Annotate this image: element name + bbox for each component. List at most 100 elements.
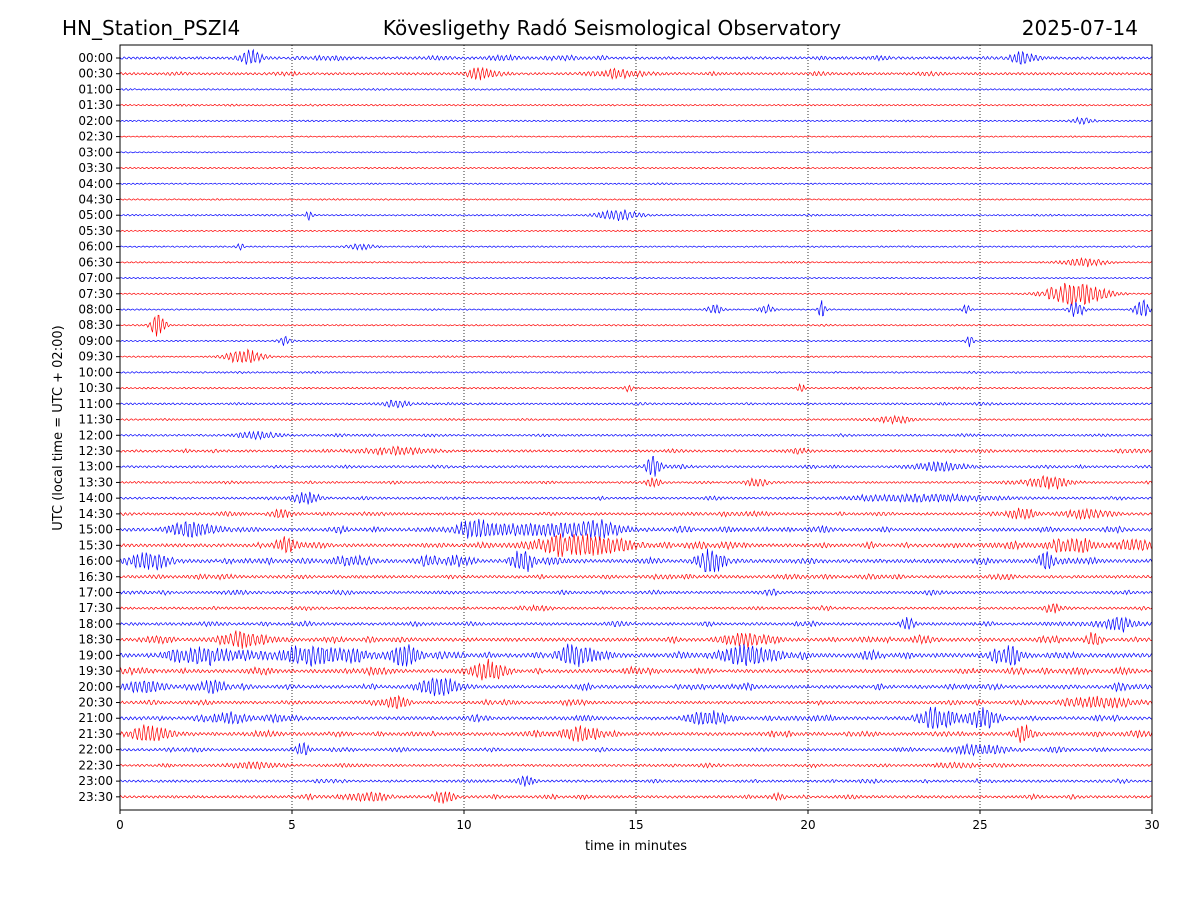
trace-1830 bbox=[119, 630, 1153, 649]
trace-2030 bbox=[119, 694, 1153, 710]
trace-0300 bbox=[119, 151, 1153, 154]
y-tick-label: 06:00 bbox=[78, 240, 113, 254]
trace-2000 bbox=[119, 677, 1153, 697]
y-tick-label: 03:30 bbox=[78, 161, 113, 175]
trace-1630 bbox=[119, 573, 1153, 581]
y-tick-label: 23:30 bbox=[78, 790, 113, 804]
x-axis-label: time in minutes bbox=[585, 839, 687, 854]
trace-0830 bbox=[119, 314, 1153, 337]
y-tick-label: 09:00 bbox=[78, 334, 113, 348]
trace-0000 bbox=[119, 48, 1153, 65]
trace-0430 bbox=[119, 198, 1153, 201]
y-tick-label: 01:00 bbox=[78, 82, 113, 96]
y-tick-label: 00:30 bbox=[78, 67, 113, 81]
y-tick-label: 04:30 bbox=[78, 192, 113, 206]
y-tick-label: 12:30 bbox=[78, 444, 113, 458]
x-tick-label: 5 bbox=[288, 818, 296, 832]
y-tick-label: 15:30 bbox=[78, 538, 113, 552]
y-tick-label: 07:00 bbox=[78, 271, 113, 285]
trace-0100 bbox=[119, 87, 1153, 91]
trace-2230 bbox=[119, 761, 1153, 770]
y-tick-label: 21:00 bbox=[78, 711, 113, 725]
y-tick-label: 12:00 bbox=[78, 428, 113, 442]
y-axis-label: UTC (local time = UTC + 02:00) bbox=[51, 325, 66, 530]
trace-1400 bbox=[119, 491, 1153, 505]
trace-1000 bbox=[119, 370, 1153, 375]
plot-frame bbox=[119, 44, 1153, 811]
trace-0400 bbox=[119, 182, 1153, 186]
trace-1300 bbox=[119, 456, 1152, 477]
y-tick-label: 02:30 bbox=[78, 130, 113, 144]
y-tick-label: 07:30 bbox=[78, 287, 113, 301]
trace-0730 bbox=[119, 282, 1153, 307]
trace-2100 bbox=[119, 706, 1153, 729]
date-label: 2025-07-14 bbox=[1022, 16, 1138, 40]
y-tick-label: 11:30 bbox=[78, 413, 113, 427]
y-tick-label: 11:00 bbox=[78, 397, 113, 411]
trace-1500 bbox=[119, 518, 1153, 541]
y-tick-label: 16:30 bbox=[78, 570, 113, 584]
trace-2330 bbox=[119, 790, 1153, 804]
y-tick-label: 10:30 bbox=[78, 381, 113, 395]
trace-1800 bbox=[119, 616, 1153, 633]
trace-1530 bbox=[119, 533, 1153, 557]
y-tick-label: 21:30 bbox=[78, 727, 113, 741]
y-tick-label: 10:00 bbox=[78, 365, 113, 379]
y-tick-label: 17:30 bbox=[78, 601, 113, 615]
trace-0930 bbox=[120, 348, 1153, 364]
y-tick-label: 20:00 bbox=[78, 680, 113, 694]
y-tick-label: 08:00 bbox=[78, 303, 113, 317]
y-tick-label: 08:30 bbox=[78, 318, 113, 332]
trace-0330 bbox=[119, 166, 1153, 170]
y-tick-label: 06:30 bbox=[78, 255, 113, 269]
y-tick-label: 20:30 bbox=[78, 696, 113, 710]
trace-1430 bbox=[119, 507, 1153, 521]
seismic-traces bbox=[119, 48, 1153, 804]
y-tick-label: 19:00 bbox=[78, 648, 113, 662]
trace-1200 bbox=[119, 430, 1153, 441]
y-tick-label: 00:00 bbox=[78, 51, 113, 65]
trace-0800 bbox=[119, 299, 1153, 317]
y-tick-label: 03:00 bbox=[78, 145, 113, 159]
y-tick-label: 13:00 bbox=[78, 460, 113, 474]
trace-1130 bbox=[119, 414, 1153, 425]
x-tick-label: 10 bbox=[456, 818, 471, 832]
trace-0630 bbox=[119, 256, 1153, 268]
trace-1230 bbox=[119, 445, 1153, 457]
y-tick-label: 18:00 bbox=[78, 617, 113, 631]
y-tick-label: 04:00 bbox=[78, 177, 113, 191]
trace-0200 bbox=[119, 116, 1153, 125]
y-tick-label: 18:30 bbox=[78, 633, 113, 647]
trace-0530 bbox=[119, 229, 1153, 233]
trace-0600 bbox=[119, 243, 1153, 251]
y-tick-label: 14:00 bbox=[78, 491, 113, 505]
y-tick-label: 22:00 bbox=[78, 743, 113, 757]
trace-1600 bbox=[119, 548, 1153, 573]
y-tick-label: 13:30 bbox=[78, 475, 113, 489]
trace-1730 bbox=[119, 603, 1153, 614]
x-tick-label: 20 bbox=[800, 818, 815, 832]
vertical-gridlines bbox=[291, 45, 981, 810]
station-label: HN_Station_PSZI4 bbox=[62, 16, 240, 40]
trace-0700 bbox=[119, 276, 1153, 280]
y-tick-label: 15:00 bbox=[78, 523, 113, 537]
y-tick-label: 09:30 bbox=[78, 350, 113, 364]
trace-1700 bbox=[119, 588, 1153, 597]
trace-1900 bbox=[119, 643, 1153, 668]
chart-title: Kövesligethy Radó Seismological Observat… bbox=[383, 16, 841, 40]
trace-1930 bbox=[119, 658, 1153, 681]
trace-0500 bbox=[119, 209, 1153, 222]
y-tick-label: 05:30 bbox=[78, 224, 113, 238]
trace-2200 bbox=[119, 741, 1153, 757]
y-tick-label: 17:00 bbox=[78, 585, 113, 599]
x-axis-ticks: 0 5 10 15 20 25 30 bbox=[116, 810, 1160, 832]
y-tick-label: 23:00 bbox=[78, 774, 113, 788]
trace-2300 bbox=[119, 775, 1153, 787]
trace-1030 bbox=[119, 383, 1153, 393]
y-tick-label: 22:30 bbox=[78, 758, 113, 772]
y-tick-label: 14:30 bbox=[78, 507, 113, 521]
trace-2130 bbox=[119, 724, 1153, 743]
y-tick-label: 05:00 bbox=[78, 208, 113, 222]
x-tick-label: 30 bbox=[1144, 818, 1159, 832]
